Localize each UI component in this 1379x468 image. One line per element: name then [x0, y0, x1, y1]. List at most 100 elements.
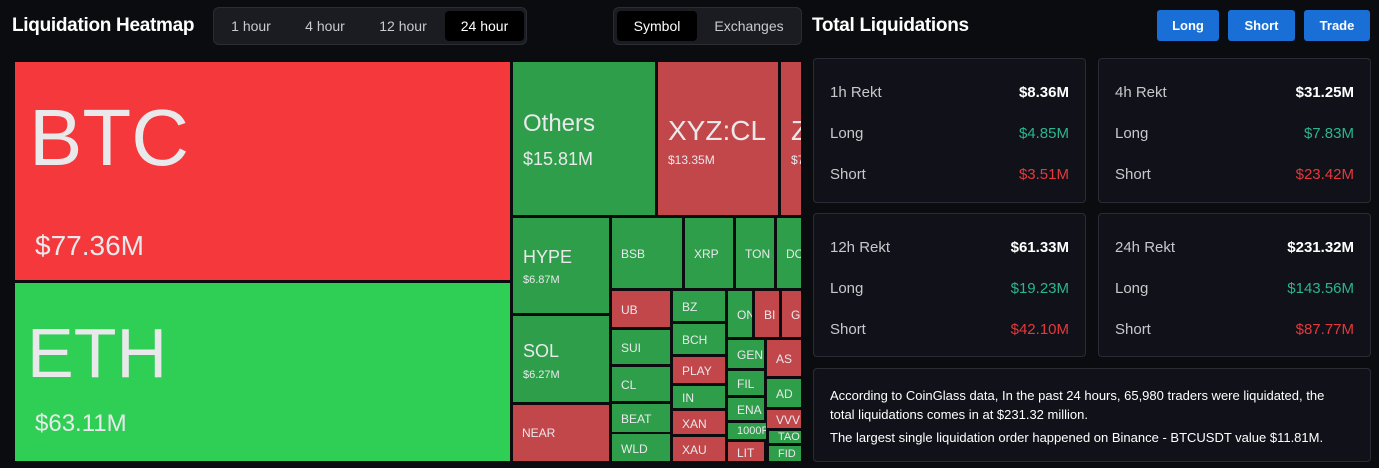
- tile-label: SOL: [523, 341, 560, 361]
- card-header: 24h Rekt $231.32M: [1115, 239, 1354, 256]
- tile[interactable]: LIT: [727, 441, 765, 462]
- tile[interactable]: FID: [768, 445, 802, 462]
- tile[interactable]: BCH: [672, 323, 726, 355]
- time-tabs: 1 hour 4 hour 12 hour 24 hour: [213, 7, 527, 45]
- card-row: Short $87.77M: [1115, 321, 1354, 338]
- tile-label: HYPE: [523, 247, 573, 267]
- card: 24h Rekt $231.32M Long $143.56M Short $87.77M: [1098, 213, 1371, 357]
- tile[interactable]: AS: [766, 339, 802, 377]
- row-value: $23.42M: [1295, 166, 1354, 183]
- card-row: Long $7.83M: [1115, 125, 1354, 142]
- tile-label: AS: [776, 352, 793, 366]
- row-label: Long: [1115, 125, 1149, 142]
- card-row: Long $143.56M: [1115, 280, 1354, 297]
- tile[interactable]: ENA: [727, 397, 765, 421]
- tile[interactable]: FIL: [727, 370, 765, 396]
- card-title: 4h Rekt: [1115, 84, 1167, 101]
- row-label: Long: [830, 280, 864, 297]
- row-value: $87.77M: [1295, 321, 1354, 338]
- tile[interactable]: XAU: [672, 436, 726, 462]
- card-header: 4h Rekt $31.25M: [1115, 84, 1354, 101]
- tile[interactable]: XRP: [684, 217, 734, 289]
- tile-label: FIL: [737, 377, 755, 391]
- tile[interactable]: BTC $77.36M: [14, 61, 511, 281]
- tile-label: BZ: [682, 300, 698, 314]
- card-title: 24h Rekt: [1115, 239, 1176, 256]
- card-row: Long $4.85M: [830, 125, 1069, 142]
- card-total: $231.32M: [1287, 239, 1354, 256]
- tile-label: DO: [786, 247, 801, 261]
- card: 12h Rekt $61.33M Long $19.23M Short $42.10M: [813, 213, 1086, 357]
- tile-value: $63.11M: [35, 410, 127, 437]
- tile[interactable]: XYZ:CL $13.35M: [657, 61, 779, 216]
- button[interactable]: Trade: [1304, 10, 1370, 41]
- tile-label: IN: [682, 391, 694, 405]
- tile[interactable]: Z $7: [780, 61, 802, 216]
- tile-label: XYZ:CL: [668, 115, 767, 146]
- tile-label: Z: [791, 117, 801, 145]
- tile[interactable]: NEAR: [512, 404, 610, 462]
- view-tabs: Symbol Exchanges: [613, 7, 802, 45]
- tile-value: $13.35M: [668, 153, 715, 167]
- card-row: Long $19.23M: [830, 280, 1069, 297]
- tile[interactable]: ETH $63.11M: [14, 282, 511, 462]
- tile-label: ENA: [737, 403, 762, 417]
- tile-label: BCH: [682, 333, 708, 347]
- card-total: $8.36M: [1018, 84, 1069, 101]
- row-label: Short: [1115, 166, 1151, 183]
- tile[interactable]: DO: [776, 217, 802, 289]
- tile[interactable]: SUI: [611, 329, 671, 365]
- tile[interactable]: XAN: [672, 410, 726, 435]
- tab[interactable]: 4 hour: [305, 18, 345, 34]
- tile-label: TON: [745, 247, 771, 261]
- tile-label: CL: [621, 378, 637, 392]
- tab[interactable]: Symbol: [617, 11, 697, 41]
- tile[interactable]: GF: [781, 290, 802, 338]
- tile[interactable]: PLAY: [672, 356, 726, 384]
- tile[interactable]: UB: [611, 290, 671, 328]
- tile[interactable]: BZ: [672, 290, 726, 322]
- tab[interactable]: 1 hour: [231, 18, 271, 34]
- note: According to CoinGlass data, In the past…: [813, 368, 1371, 462]
- tile[interactable]: BI: [754, 290, 780, 338]
- tile[interactable]: Others $15.81M: [512, 61, 656, 216]
- button[interactable]: Long: [1157, 10, 1219, 41]
- tab[interactable]: 12 hour: [379, 18, 427, 34]
- tile[interactable]: HYPE $6.87M: [512, 217, 610, 314]
- row-value: $4.85M: [1018, 125, 1069, 142]
- tile[interactable]: TAO: [768, 430, 802, 444]
- tile-label: ON: [737, 308, 752, 322]
- note-text: According to CoinGlass data, In the past…: [830, 388, 1325, 422]
- tile-label: SUI: [621, 341, 642, 355]
- tile-label: GF: [791, 308, 801, 322]
- tile[interactable]: TON: [735, 217, 775, 289]
- row-label: Short: [830, 321, 866, 338]
- tile[interactable]: BSB: [611, 217, 683, 289]
- tile-value: $6.27M: [523, 369, 560, 381]
- tile-label: BEAT: [621, 412, 652, 426]
- tile-label: XAU: [682, 443, 707, 457]
- row-value: $19.23M: [1010, 280, 1069, 297]
- tile[interactable]: VVV: [766, 409, 802, 429]
- tile[interactable]: SOL $6.27M: [512, 315, 610, 403]
- tile[interactable]: ON: [727, 290, 753, 338]
- tile[interactable]: WLD: [611, 433, 671, 462]
- tab[interactable]: 24 hour: [445, 11, 524, 41]
- tile-label: Others: [523, 110, 596, 137]
- card-row: Short $3.51M: [830, 166, 1069, 183]
- tile-label: BI: [764, 308, 776, 322]
- button[interactable]: Short: [1228, 10, 1295, 41]
- tab[interactable]: Exchanges: [714, 18, 784, 34]
- tile[interactable]: IN: [672, 385, 726, 409]
- tile[interactable]: GENI: [727, 339, 765, 369]
- tile-label: TAO: [778, 431, 800, 443]
- tile-label: UB: [621, 303, 638, 317]
- tile[interactable]: 1000F: [727, 422, 767, 440]
- tile-value: $7: [791, 153, 801, 167]
- card-total: $61.33M: [1010, 239, 1069, 256]
- tile[interactable]: AD: [766, 378, 802, 408]
- tile[interactable]: CL: [611, 366, 671, 402]
- tile[interactable]: BEAT: [611, 403, 671, 433]
- card-title: 1h Rekt: [830, 84, 882, 101]
- row-label: Long: [1115, 280, 1149, 297]
